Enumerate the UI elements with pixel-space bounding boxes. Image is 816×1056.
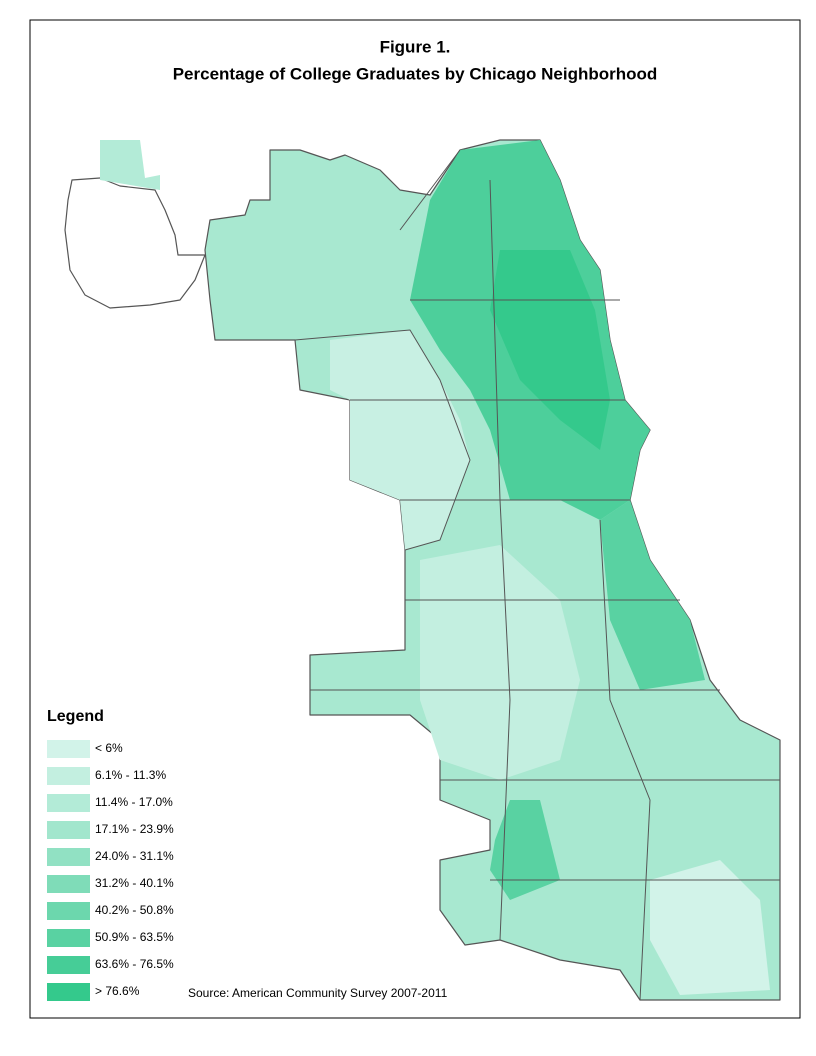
legend: < 6% 6.1% - 11.3% 11.4% - 17.0% 17.1% - 23.… bbox=[47, 740, 174, 1001]
legend-title: Legend bbox=[47, 708, 104, 725]
legend-label: 17.1% - 23.9% bbox=[95, 822, 174, 836]
west-light bbox=[330, 330, 470, 550]
legend-label: 31.2% - 40.1% bbox=[95, 876, 174, 890]
legend-label: > 76.6% bbox=[95, 984, 140, 998]
ohare-outline bbox=[64, 177, 206, 309]
southwest-light bbox=[420, 545, 580, 780]
boundary bbox=[489, 179, 511, 941]
source: Source: American Community Survey 2007-2… bbox=[188, 986, 448, 1000]
legend-swatch bbox=[47, 902, 90, 920]
legend-swatch bbox=[47, 956, 90, 974]
title: Figure 1. bbox=[380, 37, 451, 56]
legend-label: 24.0% - 31.1% bbox=[95, 849, 174, 863]
legend-label: 40.2% - 50.8% bbox=[95, 903, 174, 917]
legend-swatch bbox=[47, 740, 90, 758]
legend-label: 11.4% - 17.0% bbox=[95, 795, 173, 809]
legend-swatch bbox=[47, 983, 90, 1001]
boundary bbox=[399, 149, 461, 231]
mt-greenwood bbox=[490, 800, 560, 900]
legend-swatch bbox=[47, 875, 90, 893]
ohare-north bbox=[100, 140, 160, 190]
map bbox=[64, 139, 781, 1001]
legend-label: 63.6% - 76.5% bbox=[95, 957, 174, 971]
legend-swatch bbox=[47, 794, 90, 812]
subtitle: Percentage of College Graduates by Chica… bbox=[173, 64, 658, 83]
legend-swatch bbox=[47, 848, 90, 866]
legend-swatch bbox=[47, 821, 90, 839]
legend-label: 50.9% - 63.5% bbox=[95, 930, 174, 944]
legend-label: < 6% bbox=[95, 741, 123, 755]
south-lake bbox=[600, 500, 705, 690]
boundary bbox=[294, 329, 471, 551]
legend-label: 6.1% - 11.3% bbox=[95, 768, 166, 782]
south-light bbox=[650, 860, 770, 995]
boundary bbox=[599, 519, 651, 1001]
legend-swatch bbox=[47, 767, 90, 785]
legend-swatch bbox=[47, 929, 90, 947]
